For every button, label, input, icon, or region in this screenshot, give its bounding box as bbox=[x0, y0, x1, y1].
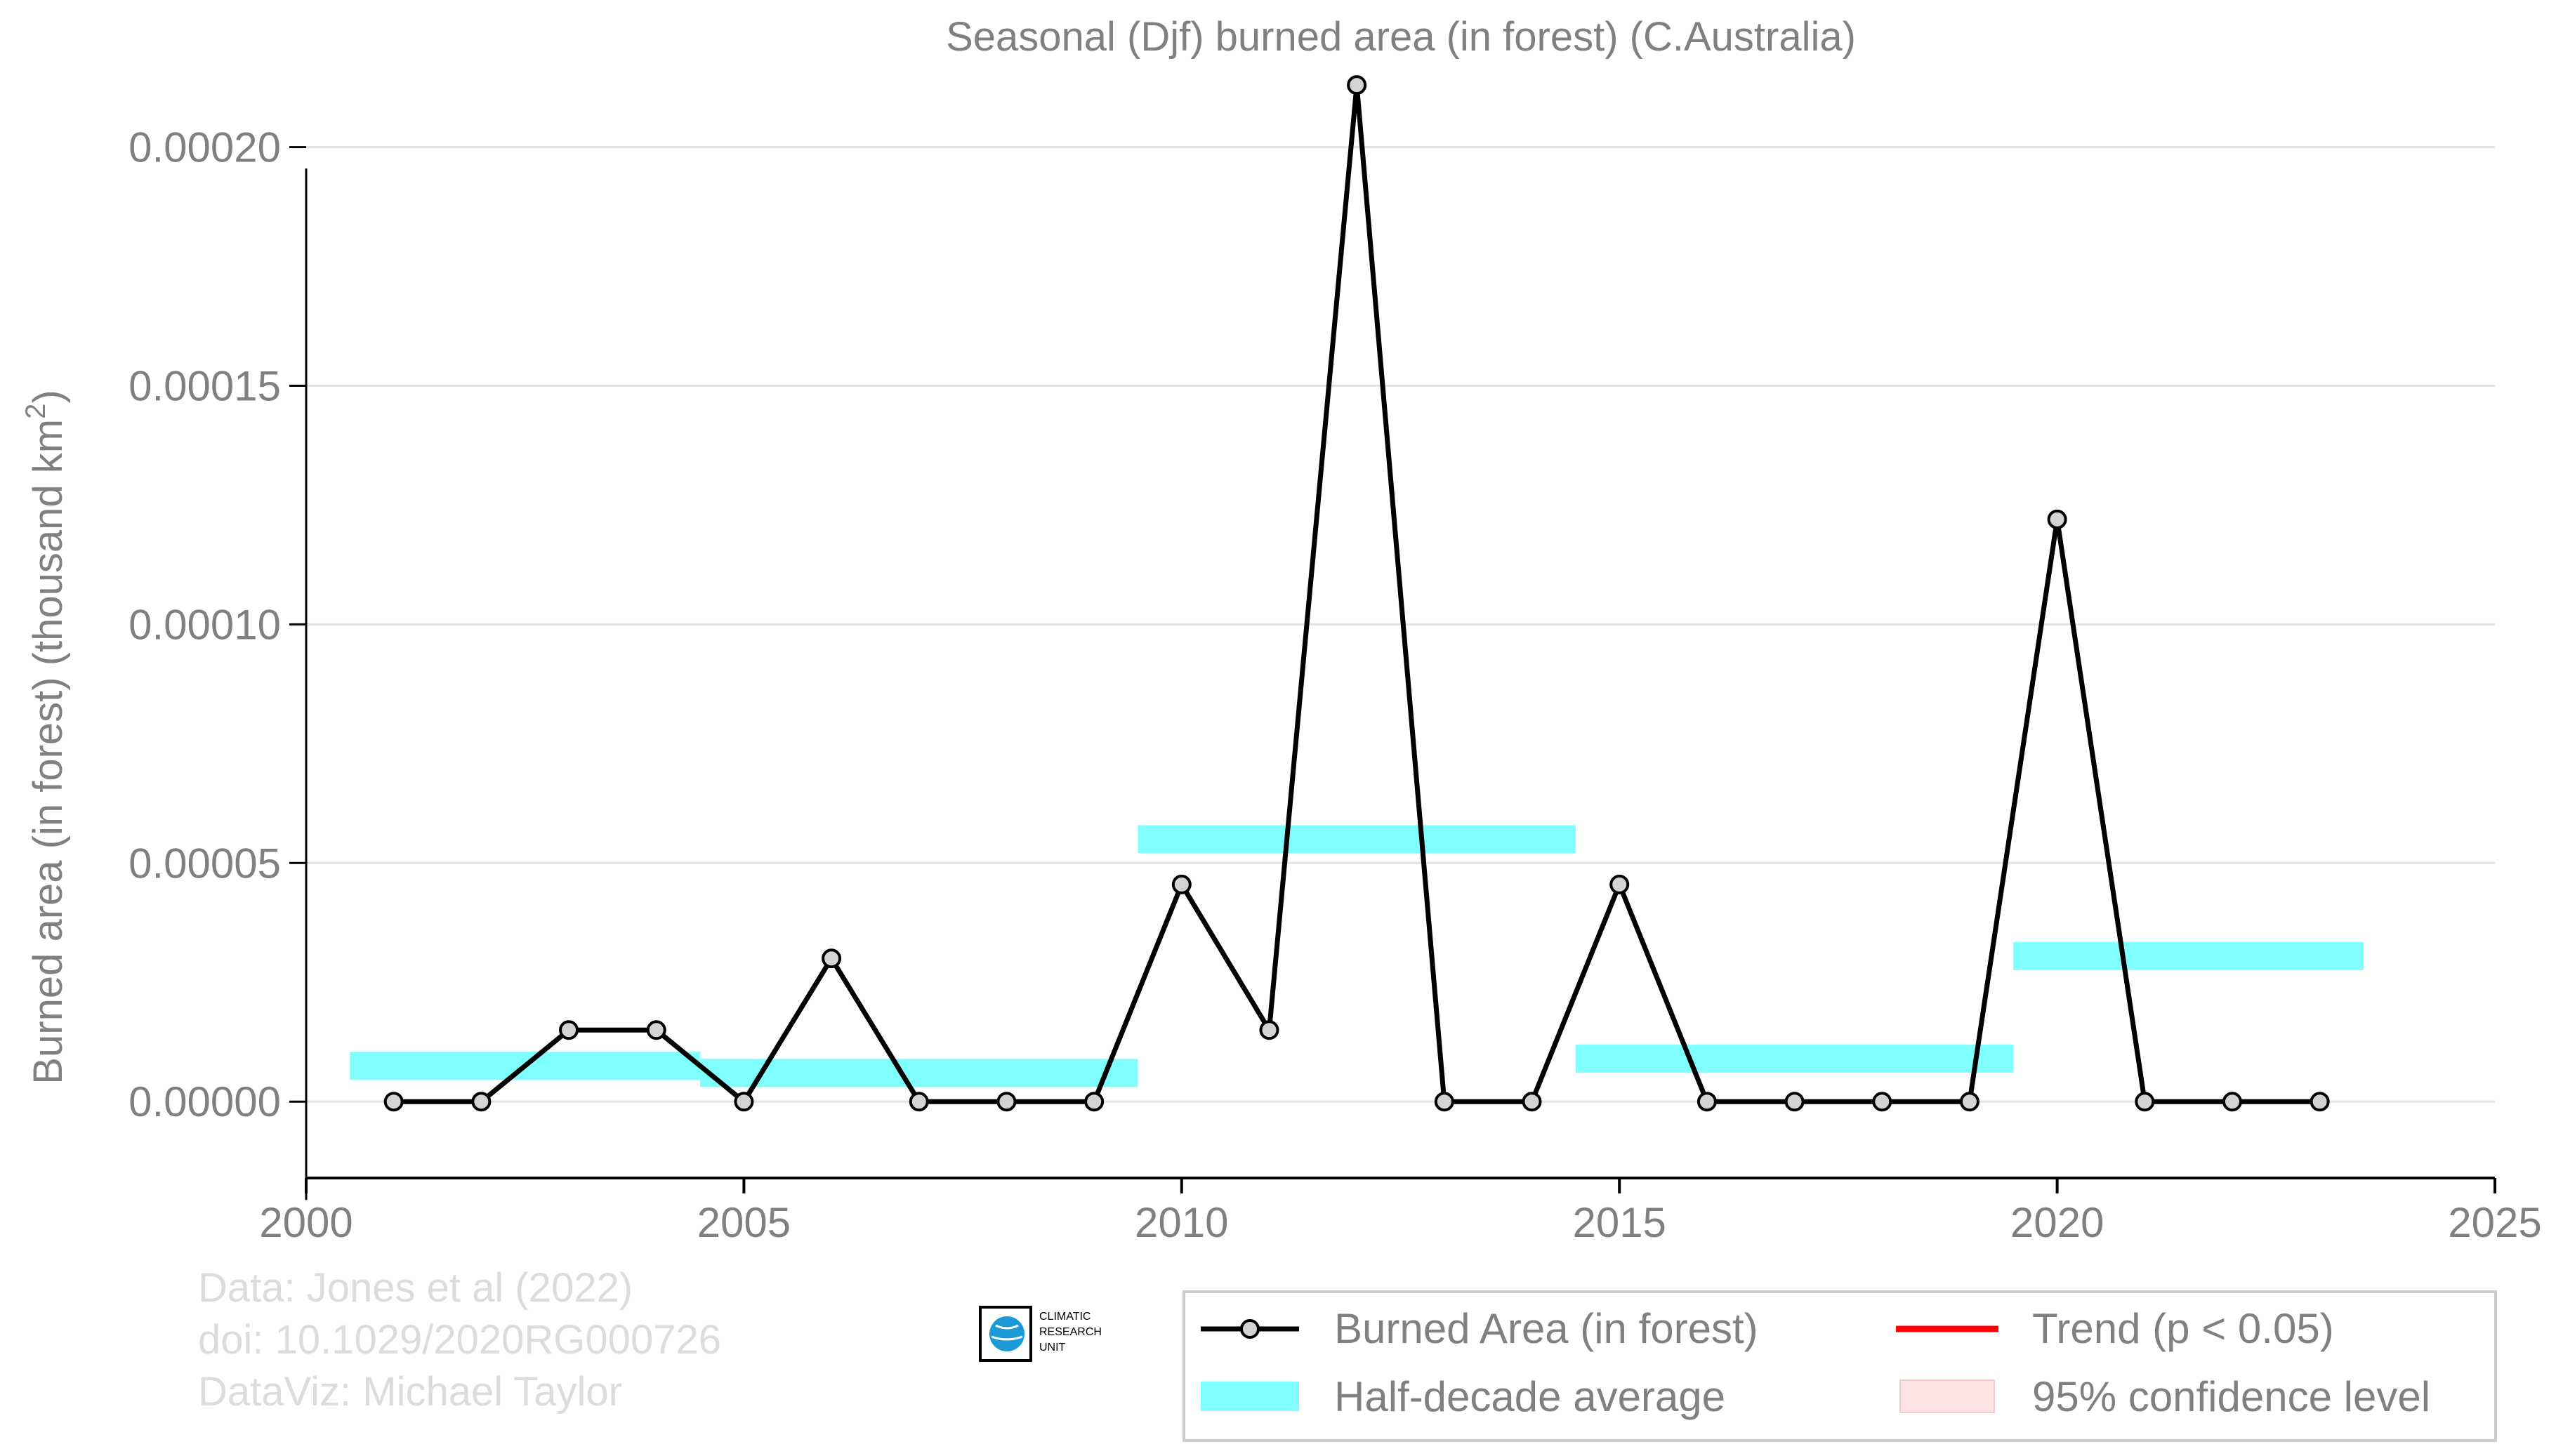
y-axis-label: Burned area (in forest) (thousand km2) bbox=[20, 390, 71, 1084]
x-tick-label: 2005 bbox=[697, 1199, 791, 1246]
legend: Burned Area (in forest) Trend (p < 0.05)… bbox=[1183, 1290, 2497, 1442]
data-point bbox=[1609, 874, 1630, 894]
legend-label-half-decade: Half-decade average bbox=[1334, 1373, 1725, 1420]
x-tick-label: 2010 bbox=[1135, 1199, 1228, 1246]
data-point bbox=[734, 1092, 754, 1112]
y-tick-label: 0.00020 bbox=[129, 124, 281, 171]
data-point bbox=[909, 1092, 929, 1112]
data-point bbox=[996, 1092, 1017, 1112]
credit-doi: doi: 10.1029/2020RG000726 bbox=[198, 1317, 721, 1363]
globe-icon bbox=[989, 1316, 1025, 1351]
y-tick-label: 0.00010 bbox=[129, 601, 281, 648]
legend-label-trend: Trend (p < 0.05) bbox=[2032, 1305, 2334, 1352]
data-point bbox=[822, 948, 842, 969]
logo-frame bbox=[979, 1306, 1032, 1362]
half-decade-average-bar bbox=[1138, 825, 1576, 854]
half-decade-average-bars bbox=[350, 825, 2364, 1087]
data-point bbox=[1171, 874, 1192, 894]
x-tick-label: 2000 bbox=[259, 1199, 353, 1246]
data-point bbox=[2222, 1092, 2242, 1112]
x-tick-label: 2025 bbox=[2448, 1199, 2541, 1246]
data-point bbox=[2135, 1092, 2155, 1112]
data-point bbox=[2047, 509, 2067, 529]
credits: Data: Jones et al (2022) doi: 10.1029/20… bbox=[198, 1265, 721, 1415]
burned-area-markers bbox=[383, 75, 2330, 1112]
data-point bbox=[1522, 1092, 1542, 1112]
data-point bbox=[2310, 1092, 2330, 1112]
y-tick-label: 0.00005 bbox=[129, 840, 281, 887]
data-point bbox=[1084, 1092, 1105, 1112]
y-tick-label: 0.00000 bbox=[129, 1078, 281, 1125]
data-point bbox=[1347, 75, 1367, 95]
half-decade-average-bar bbox=[1575, 1045, 2014, 1073]
data-point bbox=[1872, 1092, 1892, 1112]
credit-dataviz: DataViz: Michael Taylor bbox=[198, 1369, 622, 1415]
credit-data-source: Data: Jones et al (2022) bbox=[198, 1265, 633, 1311]
data-point bbox=[1259, 1020, 1279, 1040]
grid-lines bbox=[306, 146, 2495, 1103]
axes: 0.00000 0.00005 0.00010 0.00015 0.00020 2000 2… bbox=[129, 124, 2542, 1246]
data-point bbox=[1784, 1092, 1805, 1112]
x-tick-label: 2015 bbox=[1572, 1199, 1666, 1246]
y-tick-label: 0.00015 bbox=[129, 362, 281, 409]
data-point bbox=[1959, 1092, 1979, 1112]
legend-label-confidence: 95% confidence level bbox=[2032, 1373, 2430, 1420]
logo-line-3: UNIT bbox=[1039, 1342, 1066, 1354]
data-point bbox=[559, 1020, 579, 1040]
half-decade-average-bar bbox=[2013, 941, 2364, 970]
logo-line-2: RESEARCH bbox=[1039, 1326, 1102, 1338]
legend-series-marker-icon bbox=[1240, 1319, 1260, 1339]
cru-logo: CLIMATIC RESEARCH UNIT bbox=[979, 1306, 1102, 1362]
data-point bbox=[471, 1092, 492, 1112]
half-decade-average-bar bbox=[700, 1059, 1138, 1087]
logo-line-1: CLIMATIC bbox=[1039, 1311, 1091, 1323]
data-point bbox=[1434, 1092, 1454, 1112]
legend-confidence-icon bbox=[1899, 1379, 1995, 1413]
x-tick-label: 2020 bbox=[2010, 1199, 2104, 1246]
data-point bbox=[1697, 1092, 1717, 1112]
legend-box bbox=[1183, 1290, 2497, 1442]
data-point bbox=[646, 1020, 666, 1040]
legend-half-decade-icon bbox=[1201, 1382, 1299, 1411]
chart-title: Seasonal (Djf) burned area (in forest) (… bbox=[946, 14, 1856, 60]
legend-label-burned-area: Burned Area (in forest) bbox=[1334, 1305, 1758, 1352]
data-point bbox=[383, 1092, 404, 1112]
